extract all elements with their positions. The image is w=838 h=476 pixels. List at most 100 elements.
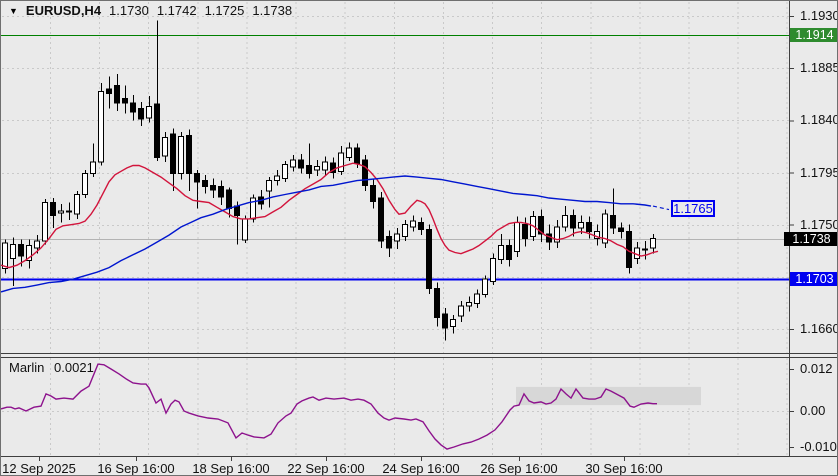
candle-body	[418, 221, 424, 230]
symbol-period-label: EURUSD,H4	[25, 3, 102, 18]
candle-body	[330, 162, 336, 173]
chart-title-bar: ▼ EURUSD,H4 1.1730 1.1742 1.1725 1.1738	[7, 3, 292, 18]
candle-body	[362, 159, 368, 186]
candle-body	[10, 243, 16, 259]
time-axis-label: 24 Sep 16:00	[382, 461, 460, 476]
candle-body	[26, 245, 32, 262]
time-axis-label: 22 Sep 16:00	[287, 461, 365, 476]
symbol-dropdown-icon[interactable]: ▼	[9, 5, 18, 16]
title-close-value: 1.1738	[252, 3, 293, 18]
candle-body	[18, 243, 24, 257]
indicator-line	[1, 363, 657, 450]
candle-body	[106, 88, 112, 95]
candle-body	[522, 224, 528, 240]
candle-body	[2, 242, 8, 270]
candle-body	[474, 293, 480, 305]
candle-body	[98, 90, 104, 163]
indicator-name: Marlin	[9, 360, 45, 375]
ma-projection-dash	[652, 205, 670, 211]
candle-body	[554, 226, 560, 243]
support-price-badge: 1.1703	[790, 272, 837, 287]
indicator-axis-label: 0.012	[800, 361, 833, 377]
candle-body	[442, 313, 448, 329]
indicator-name-label: Marlin 0.0021	[9, 360, 94, 375]
candle-body	[146, 105, 152, 119]
candle-body	[402, 224, 408, 237]
ma-slow-blue-line	[1, 175, 652, 293]
candle-body	[506, 245, 512, 260]
candle-body	[490, 257, 496, 282]
candle-body	[498, 245, 504, 260]
candle-body	[266, 180, 272, 192]
price-axis-label: 1.1885	[800, 60, 838, 76]
candle-body	[618, 227, 624, 233]
time-axis-label: 26 Sep 16:00	[480, 461, 558, 476]
candle-body	[66, 210, 72, 213]
candle-body	[162, 137, 168, 157]
candle-body	[410, 220, 416, 228]
candle-body	[218, 185, 224, 198]
price-axis-label: 1.1930	[800, 8, 838, 23]
candle-body	[114, 85, 120, 104]
ma-projection-price-label: 1.1765	[671, 200, 715, 218]
candle-body	[570, 214, 576, 229]
candle-body	[186, 134, 192, 175]
candle-body	[586, 221, 592, 233]
ma-fast-red-line	[1, 162, 659, 269]
candle-body	[466, 301, 472, 307]
candle-body	[450, 319, 456, 328]
candle-body	[178, 136, 184, 175]
price-axis-label: 1.1795	[800, 164, 838, 180]
candle-body	[370, 184, 376, 203]
candle-body	[650, 238, 656, 249]
time-axis-label: 16 Sep 16:00	[97, 461, 175, 476]
candle-body	[562, 214, 568, 228]
candle-body	[346, 147, 352, 158]
indicator-axis-label: -0.0103	[800, 439, 837, 455]
candles-group	[2, 20, 656, 341]
candle-body	[394, 233, 400, 242]
candle-body	[138, 108, 144, 120]
candle-body	[314, 166, 320, 171]
resistance-price-badge: 1.1914	[790, 27, 837, 42]
candle-body	[194, 173, 200, 183]
candle-body	[426, 228, 432, 289]
candle-body	[322, 161, 328, 171]
candle-body	[458, 305, 464, 317]
candle-body	[538, 216, 544, 235]
candle-body	[242, 218, 248, 241]
candle-body	[154, 103, 160, 158]
candle-body	[578, 221, 584, 229]
candle-body	[130, 102, 136, 113]
time-axis-label: 12 Sep 2025	[2, 461, 76, 476]
candle-body	[290, 159, 296, 168]
title-low-value: 1.1725	[204, 3, 245, 18]
candle-body	[42, 202, 48, 242]
candle-body	[338, 152, 344, 172]
indicator-highlight-region	[516, 386, 701, 406]
candle-body	[602, 213, 608, 244]
candle-body	[514, 221, 520, 252]
candle-body	[58, 210, 64, 214]
time-axis-label: 30 Sep 16:00	[585, 461, 663, 476]
candle-body	[122, 97, 128, 104]
price-axis-label: 1.1750	[800, 216, 838, 232]
candle-body	[34, 240, 40, 249]
candle-body	[482, 278, 488, 295]
indicator-axis-label: 0.00	[800, 403, 826, 418]
candle-body	[90, 161, 96, 175]
candle-body	[434, 287, 440, 318]
candle-body	[170, 133, 176, 175]
candle-body	[210, 184, 216, 191]
price-axis-label: 1.1840	[800, 112, 838, 128]
candle-body	[74, 194, 80, 215]
candle-body	[234, 205, 240, 216]
time-axis-label: 18 Sep 16:00	[192, 461, 270, 476]
candle-body	[202, 180, 208, 187]
indicator-value: 0.0021	[54, 360, 94, 375]
candle-body	[610, 214, 616, 229]
candle-body	[354, 147, 360, 164]
candle-body	[82, 173, 88, 196]
